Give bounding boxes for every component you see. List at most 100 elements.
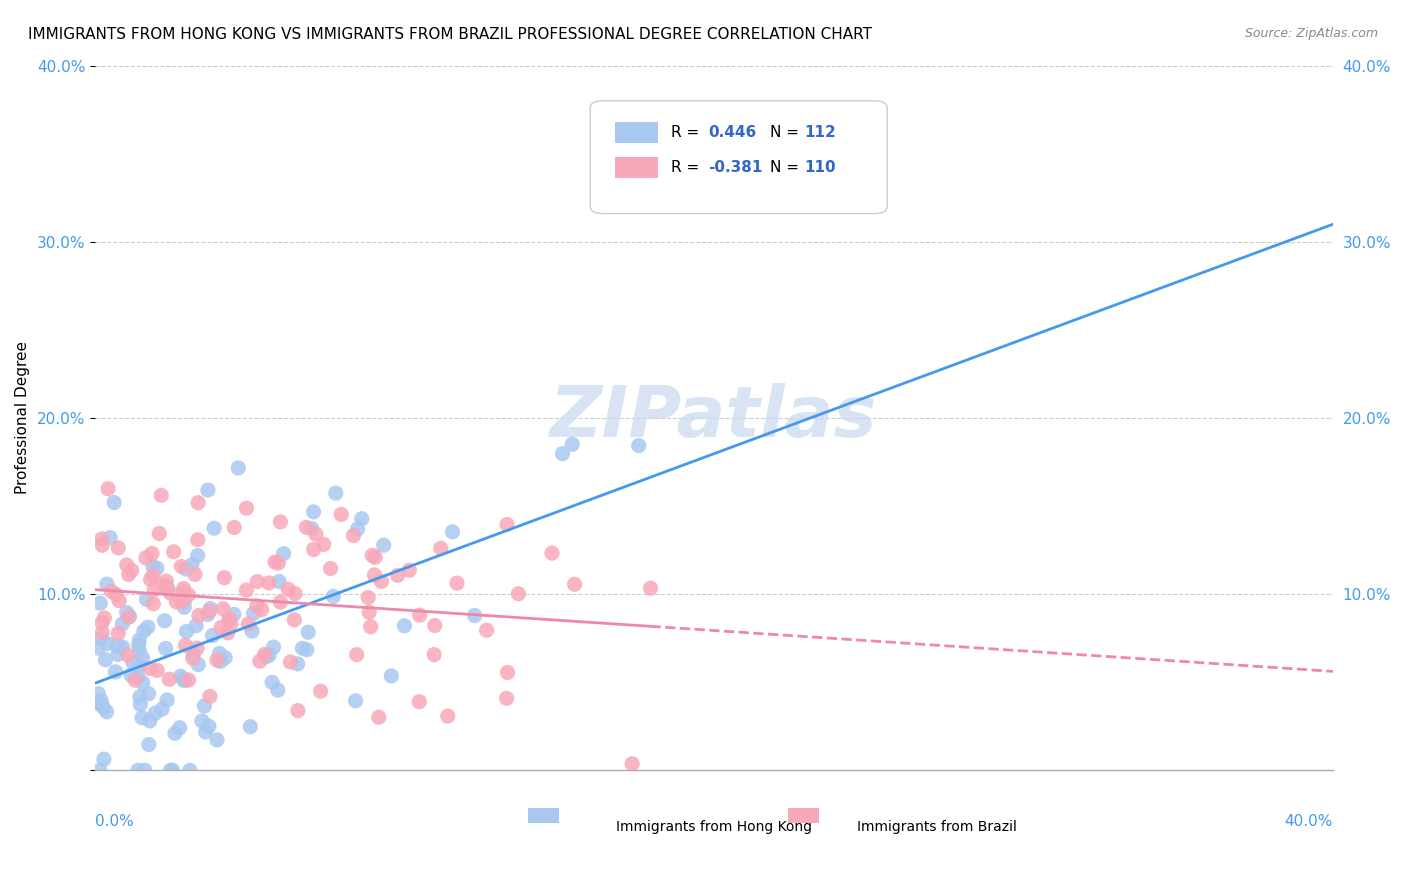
Point bbox=[359, 605, 381, 619]
Point bbox=[350, 512, 373, 526]
Text: R =: R = bbox=[671, 125, 704, 140]
Point bbox=[146, 664, 169, 678]
Text: Source: ZipAtlas.com: Source: ZipAtlas.com bbox=[1244, 27, 1378, 40]
Point bbox=[197, 483, 219, 497]
Point bbox=[187, 549, 209, 563]
FancyBboxPatch shape bbox=[614, 157, 658, 178]
Point bbox=[183, 648, 205, 662]
Point bbox=[541, 546, 564, 560]
Point bbox=[464, 608, 486, 623]
Point bbox=[107, 626, 129, 640]
Point bbox=[198, 604, 221, 618]
Point bbox=[121, 655, 143, 669]
Point bbox=[107, 639, 129, 653]
Point bbox=[238, 616, 260, 631]
Point bbox=[309, 684, 332, 698]
Point bbox=[138, 738, 160, 752]
Point bbox=[305, 527, 328, 541]
Point bbox=[132, 676, 155, 690]
Point bbox=[181, 558, 204, 572]
Point bbox=[170, 559, 193, 574]
Point bbox=[344, 694, 367, 708]
Point bbox=[173, 585, 195, 599]
Point bbox=[342, 528, 364, 542]
Point bbox=[131, 651, 153, 665]
Point bbox=[312, 537, 335, 551]
Point bbox=[246, 599, 269, 613]
Point bbox=[191, 714, 214, 728]
Text: -0.381: -0.381 bbox=[707, 161, 762, 176]
Point bbox=[143, 706, 166, 721]
Point bbox=[364, 550, 387, 565]
Point bbox=[136, 620, 159, 634]
Point bbox=[173, 582, 195, 596]
Point bbox=[91, 625, 114, 640]
Point bbox=[212, 601, 235, 615]
Point bbox=[209, 621, 232, 635]
Point bbox=[128, 633, 150, 648]
Point bbox=[89, 697, 111, 711]
Point bbox=[297, 625, 319, 640]
Point bbox=[165, 595, 187, 609]
Point bbox=[181, 651, 204, 665]
Point bbox=[89, 764, 111, 778]
Point bbox=[197, 607, 219, 622]
Point bbox=[267, 556, 290, 570]
Point bbox=[143, 582, 166, 597]
Point bbox=[224, 520, 246, 534]
Point bbox=[302, 505, 325, 519]
Point bbox=[273, 547, 295, 561]
FancyBboxPatch shape bbox=[614, 122, 658, 143]
Point bbox=[150, 702, 173, 716]
Point bbox=[142, 568, 165, 582]
FancyBboxPatch shape bbox=[789, 807, 820, 823]
Point bbox=[508, 587, 530, 601]
Point bbox=[239, 720, 262, 734]
Point bbox=[363, 568, 385, 582]
Point bbox=[163, 726, 186, 740]
Point bbox=[132, 624, 155, 638]
Point bbox=[235, 501, 257, 516]
Point bbox=[128, 644, 150, 658]
Point bbox=[222, 607, 245, 622]
FancyBboxPatch shape bbox=[529, 807, 560, 823]
Point bbox=[640, 581, 662, 595]
Point bbox=[373, 538, 395, 552]
Point bbox=[346, 522, 368, 536]
Point bbox=[117, 648, 139, 663]
Point bbox=[370, 574, 392, 589]
Point bbox=[193, 698, 215, 713]
Point bbox=[496, 517, 519, 532]
Point bbox=[257, 576, 280, 591]
Point bbox=[97, 482, 120, 496]
Point bbox=[277, 582, 299, 597]
Point bbox=[408, 695, 430, 709]
Text: Immigrants from Hong Kong: Immigrants from Hong Kong bbox=[616, 820, 813, 834]
Point bbox=[139, 714, 162, 728]
Point bbox=[121, 563, 143, 577]
Text: 0.446: 0.446 bbox=[707, 125, 756, 140]
Point bbox=[295, 520, 318, 534]
Point bbox=[100, 584, 122, 599]
Point bbox=[186, 641, 208, 656]
Point bbox=[146, 561, 169, 575]
Point bbox=[96, 637, 118, 651]
Point bbox=[141, 547, 163, 561]
Point bbox=[118, 567, 141, 582]
Point bbox=[134, 764, 156, 778]
Point bbox=[87, 687, 110, 701]
Point bbox=[115, 606, 138, 620]
Point bbox=[194, 725, 217, 739]
Point bbox=[173, 600, 195, 615]
Point bbox=[155, 641, 177, 656]
Point bbox=[219, 617, 242, 632]
Point bbox=[157, 672, 180, 686]
Point bbox=[394, 619, 416, 633]
Point bbox=[135, 550, 157, 565]
Point bbox=[551, 447, 574, 461]
Point bbox=[436, 709, 458, 723]
Text: N =: N = bbox=[769, 125, 804, 140]
Point bbox=[174, 562, 197, 576]
Point bbox=[621, 756, 644, 771]
Point bbox=[287, 657, 309, 671]
